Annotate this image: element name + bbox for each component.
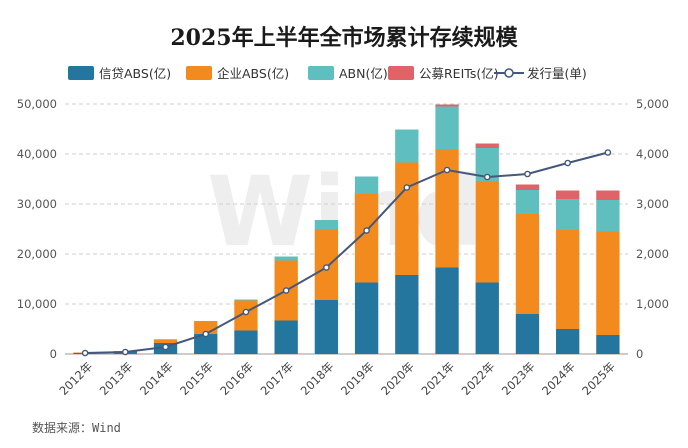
bar-segment <box>274 320 298 354</box>
bar-segment <box>153 339 178 340</box>
x-tick-label: 2022年 <box>459 359 498 398</box>
bar-segment <box>395 162 419 275</box>
issuance-point <box>242 308 250 316</box>
bar-segment <box>475 282 499 354</box>
issuance-point <box>122 348 129 356</box>
bar-segment <box>314 300 339 354</box>
bar-segment <box>435 104 459 107</box>
y-right-tick-label: 4,000 <box>636 147 669 161</box>
x-tick-label: 2017年 <box>258 359 297 398</box>
issuance-point <box>483 173 491 181</box>
issuance-point <box>524 170 531 178</box>
x-axis: 2012年 2013年 2014年 2015年 2016年 2017年 2018年 2019年… <box>56 359 618 398</box>
x-tick-label: 2019年 <box>338 359 377 398</box>
legend-swatch <box>308 66 334 80</box>
issuance-point <box>363 227 370 234</box>
issuance-point <box>162 343 169 351</box>
legend-label: 企业ABS(亿) <box>217 66 289 81</box>
x-tick-label: 2023年 <box>499 359 538 398</box>
legend-label: 发行量(单) <box>527 66 587 81</box>
x-tick-label: 2020年 <box>378 359 417 398</box>
chart-bars <box>73 104 620 354</box>
y-right-tick-label: 0 <box>636 347 643 361</box>
bar-segment <box>515 214 540 314</box>
issuance-point <box>282 287 290 294</box>
chart-title: 2025年上半年全市场累计存续规模 <box>170 25 518 51</box>
bar-segment <box>314 220 339 229</box>
bar-segment <box>556 230 580 329</box>
issuance-point <box>81 349 89 357</box>
chart-line <box>81 149 612 357</box>
legend-label: 公募REITs(亿) <box>419 66 499 81</box>
legend-label: ABN(亿) <box>339 66 388 81</box>
y-right-tick-label: 5,000 <box>636 97 669 111</box>
issuance-point <box>323 264 330 271</box>
y-right-tick-label: 2,000 <box>636 247 669 261</box>
bar-segment <box>556 190 580 199</box>
issuance-point <box>403 184 411 191</box>
bar-segment <box>556 329 580 354</box>
y-left-tick-label: 40,000 <box>17 147 57 161</box>
bar-segment <box>515 314 540 354</box>
y-right-tick-label: 1,000 <box>636 297 669 311</box>
issuance-line <box>85 151 609 354</box>
bar-segment <box>274 256 298 261</box>
bar-segment <box>475 143 499 148</box>
bar-segment <box>234 299 258 301</box>
legend-marker <box>504 68 514 78</box>
y-left-tick-label: 50,000 <box>17 97 57 111</box>
bar-segment <box>354 194 379 283</box>
bar-segment <box>435 149 459 268</box>
bar-segment <box>596 335 620 354</box>
bar-segment <box>596 231 620 335</box>
legend-label: 信贷ABS(亿) <box>99 66 171 81</box>
chart-legend: 信贷ABS(亿) 企业ABS(亿) ABN(亿) 公募REITs(亿) 发行量(单) <box>68 66 587 81</box>
bar-segment <box>475 181 499 283</box>
x-tick-label: 2024年 <box>539 359 578 398</box>
bar-segment <box>395 275 419 354</box>
legend-swatch <box>68 66 94 80</box>
y-right-tick-label: 3,000 <box>636 197 669 211</box>
issuance-point <box>604 149 612 156</box>
x-tick-label: 2025年 <box>579 359 618 398</box>
bar-segment <box>354 176 379 194</box>
y-axis-left: 0 10,000 20,000 30,000 40,000 50,000 <box>17 97 57 361</box>
issuance-point <box>564 159 571 167</box>
x-tick-label: 2012年 <box>56 359 95 398</box>
bar-segment <box>234 330 258 354</box>
bar-segment <box>194 334 218 354</box>
bar-segment <box>194 321 218 322</box>
x-tick-label: 2014年 <box>137 359 176 398</box>
legend-swatch <box>388 66 414 80</box>
bar-segment <box>515 184 540 190</box>
x-tick-label: 2021年 <box>418 359 457 398</box>
x-tick-label: 2015年 <box>177 359 216 398</box>
bar-segment <box>475 148 499 182</box>
bar-segment <box>596 190 620 200</box>
issuance-point <box>443 166 451 174</box>
y-left-tick-label: 10,000 <box>17 297 57 311</box>
x-tick-label: 2018年 <box>298 359 337 398</box>
bar-segment <box>556 199 580 230</box>
bar-segment <box>596 200 620 232</box>
bar-segment <box>395 129 419 163</box>
bar-segment <box>435 267 459 354</box>
x-tick-label: 2016年 <box>217 359 256 398</box>
y-left-tick-label: 30,000 <box>17 197 57 211</box>
bar-segment <box>435 106 459 149</box>
source-note: 数据来源：Wind <box>32 420 121 435</box>
bar-segment <box>515 190 540 214</box>
x-tick-label: 2013年 <box>97 359 136 398</box>
legend-swatch <box>186 66 212 80</box>
y-left-tick-label: 0 <box>50 347 57 361</box>
y-left-tick-label: 20,000 <box>17 247 57 261</box>
bar-segment <box>354 282 379 354</box>
bar-segment <box>153 339 178 343</box>
y-axis-right: 0 1,000 2,000 3,000 4,000 5,000 <box>636 97 669 361</box>
issuance-point <box>202 330 210 338</box>
